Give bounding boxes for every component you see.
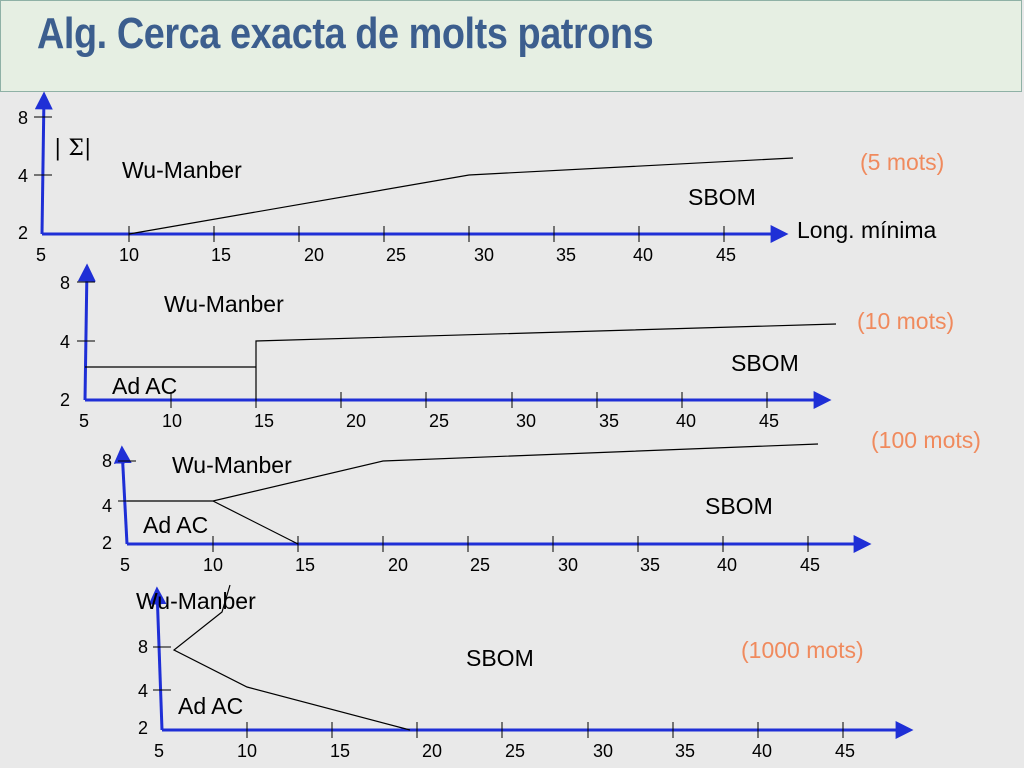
- x-tick-label: 15: [254, 411, 274, 431]
- y-axis: [148, 586, 167, 731]
- boundary-line: [212, 500, 299, 545]
- x-tick-label: 25: [505, 741, 525, 761]
- x-tick-label: 5: [36, 245, 46, 265]
- x-tick-label: 15: [295, 555, 315, 575]
- x-tick-label: 20: [346, 411, 366, 431]
- x-tick-label: 5: [120, 555, 130, 575]
- x-tick-label: 15: [330, 741, 350, 761]
- x-tick-label: 15: [211, 245, 231, 265]
- y-tick-label: 2: [102, 533, 112, 553]
- panel-5-patterns: 8 4 2 5 10 15 20 25 30 35 40 45 | Σ| Wu-…: [18, 91, 944, 265]
- region-label-sbom: SBOM: [705, 493, 773, 519]
- pattern-count-label: (100 mots): [871, 427, 981, 453]
- title-bar: Alg. Cerca exacta de molts patrons: [0, 0, 1022, 92]
- region-label-wu-manber: Wu-Manber: [164, 291, 284, 317]
- region-label-wu-manber: Wu-Manber: [136, 588, 256, 614]
- x-tick-label: 20: [388, 555, 408, 575]
- region-label-ad-ac: Ad AC: [143, 512, 208, 538]
- x-tick-label: 40: [676, 411, 696, 431]
- boundary-line: [172, 584, 411, 731]
- x-tick-label: 30: [593, 741, 613, 761]
- y-tick-label: 4: [60, 332, 70, 352]
- y-tick-label: 2: [138, 718, 148, 738]
- panel-100-patterns: 8 4 2 5 10 15 20 25 30 35 40 45 Wu-Manbe…: [102, 427, 981, 575]
- region-label-ad-ac: Ad AC: [178, 693, 243, 719]
- y-axis: [34, 91, 53, 235]
- y-tick-label: 8: [60, 273, 70, 293]
- region-label-ad-ac: Ad AC: [112, 373, 177, 399]
- pattern-count-label: (1000 mots): [741, 637, 864, 663]
- region-label-sbom: SBOM: [466, 645, 534, 671]
- region-label-sbom: SBOM: [731, 350, 799, 376]
- y-tick-label: 8: [138, 637, 148, 657]
- y-tick-label: 2: [60, 390, 70, 410]
- boundary-line: [255, 323, 837, 400]
- x-ticks: 5 10 15 20 25 30 35 40 45: [36, 226, 736, 265]
- y-ticks: 8 4 2: [102, 451, 136, 553]
- y-axis: [113, 445, 132, 545]
- slide-title: Alg. Cerca exacta de molts patrons: [37, 9, 654, 58]
- region-label-wu-manber: Wu-Manber: [172, 452, 292, 478]
- x-tick-label: 30: [558, 555, 578, 575]
- x-tick-label: 10: [162, 411, 182, 431]
- y-tick-label: 4: [138, 681, 148, 701]
- x-tick-label: 35: [599, 411, 619, 431]
- x-tick-label: 25: [386, 245, 406, 265]
- x-tick-label: 10: [203, 555, 223, 575]
- x-ticks: 5 10 15 20 25 30 35 40 45: [120, 536, 820, 575]
- x-tick-label: 20: [422, 741, 442, 761]
- y-tick-label: 2: [18, 223, 28, 243]
- y-tick-label: 4: [102, 496, 112, 516]
- x-tick-label: 40: [717, 555, 737, 575]
- x-tick-label: 25: [470, 555, 490, 575]
- y-tick-label: 8: [18, 108, 28, 128]
- x-tick-label: 5: [79, 411, 89, 431]
- x-tick-label: 5: [154, 741, 164, 761]
- x-tick-label: 45: [759, 411, 779, 431]
- x-tick-label: 10: [119, 245, 139, 265]
- x-axis-label: Long. mínima: [797, 217, 937, 243]
- y-ticks: 8 4 2: [60, 273, 95, 410]
- y-axis: [77, 263, 96, 401]
- region-label-wu-manber: Wu-Manber: [122, 157, 242, 183]
- x-ticks: 5 10 15 20 25 30 35 40 45: [79, 392, 779, 431]
- x-tick-label: 30: [474, 245, 494, 265]
- x-tick-label: 10: [237, 741, 257, 761]
- x-tick-label: 30: [516, 411, 536, 431]
- y-ticks: 8 4 2: [138, 637, 171, 738]
- x-tick-label: 40: [752, 741, 772, 761]
- x-tick-label: 45: [716, 245, 736, 265]
- pattern-count-label: (10 mots): [857, 308, 954, 334]
- y-tick-label: 8: [102, 451, 112, 471]
- x-tick-label: 45: [835, 741, 855, 761]
- x-tick-label: 45: [800, 555, 820, 575]
- x-tick-label: 35: [556, 245, 576, 265]
- x-tick-label: 35: [640, 555, 660, 575]
- y-axis-label: | Σ|: [54, 136, 91, 161]
- panel-1000-patterns: 8 4 2 5 10 15 20 25 30 35 40 45 Wu-Manbe…: [136, 584, 914, 761]
- y-ticks: 8 4 2: [18, 108, 52, 243]
- x-tick-label: 35: [675, 741, 695, 761]
- y-tick-label: 4: [18, 166, 28, 186]
- panel-10-patterns: 8 4 2 5 10 15 20 25 30 35 40 45 Wu-Manbe…: [60, 263, 954, 431]
- boundary-line: [128, 157, 794, 235]
- x-ticks: 5 10 15 20 25 30 35 40 45: [154, 722, 855, 761]
- x-tick-label: 20: [304, 245, 324, 265]
- boundary-line: [127, 443, 819, 502]
- region-label-sbom: SBOM: [688, 184, 756, 210]
- x-tick-label: 40: [633, 245, 653, 265]
- x-tick-label: 25: [429, 411, 449, 431]
- pattern-count-label: (5 mots): [860, 149, 944, 175]
